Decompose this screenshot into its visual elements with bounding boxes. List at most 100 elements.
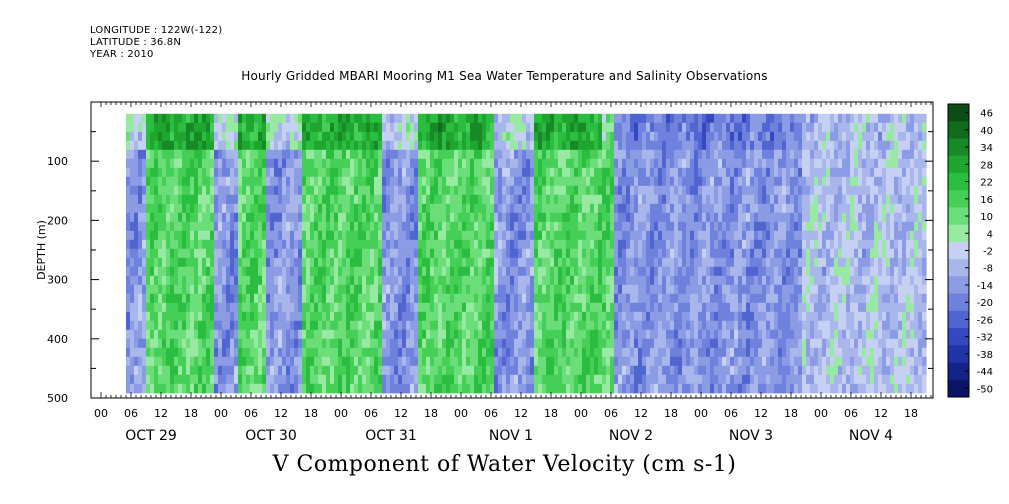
heatmap-cell <box>326 140 331 151</box>
heatmap-cell <box>686 293 691 304</box>
heatmap-cell <box>498 176 503 187</box>
heatmap-cell <box>438 221 443 232</box>
heatmap-cell <box>446 383 451 394</box>
heatmap-cell <box>750 203 755 214</box>
heatmap-cell <box>406 365 411 376</box>
heatmap-cell <box>654 212 659 223</box>
heatmap-cell <box>582 185 587 196</box>
heatmap-cell <box>614 203 619 214</box>
heatmap-cell <box>194 302 199 313</box>
heatmap-cell <box>738 194 743 205</box>
heatmap-cell <box>682 365 687 376</box>
heatmap-cell <box>350 320 355 331</box>
heatmap-cell <box>766 176 771 187</box>
heatmap-cell <box>702 266 707 277</box>
heatmap-cell <box>586 383 591 394</box>
heatmap-cell <box>362 383 367 394</box>
heatmap-cell <box>206 275 211 286</box>
heatmap-cell <box>226 248 231 259</box>
heatmap-cell <box>170 320 175 331</box>
heatmap-cell <box>318 149 323 160</box>
heatmap-cell <box>162 266 167 277</box>
heatmap-cell <box>726 167 731 178</box>
heatmap-cell <box>746 266 751 277</box>
heatmap-cell <box>334 284 339 295</box>
heatmap-cell <box>150 221 155 232</box>
heatmap-cell <box>722 311 727 322</box>
heatmap-cell <box>658 302 663 313</box>
heatmap-cell <box>526 230 531 241</box>
heatmap-cell <box>618 311 623 322</box>
heatmap-cell <box>266 356 271 367</box>
heatmap-cell <box>302 203 307 214</box>
heatmap-cell <box>442 257 447 268</box>
heatmap-cell <box>402 122 407 133</box>
heatmap-cell <box>430 203 435 214</box>
heatmap-cell <box>214 176 219 187</box>
heatmap-cell <box>550 275 555 286</box>
heatmap-cell <box>658 230 663 241</box>
heatmap-cell <box>574 311 579 322</box>
heatmap-cell <box>162 383 167 394</box>
heatmap-cell <box>626 230 631 241</box>
heatmap-cell <box>126 194 131 205</box>
heatmap-cell <box>246 320 251 331</box>
heatmap-cell <box>158 212 163 223</box>
heatmap-cell <box>438 185 443 196</box>
heatmap-cell <box>706 194 711 205</box>
heatmap-cell <box>754 293 759 304</box>
heatmap-cell <box>470 239 475 250</box>
heatmap-cell <box>646 176 651 187</box>
heatmap-cell <box>370 203 375 214</box>
heatmap-cell <box>590 266 595 277</box>
heatmap-cell <box>290 284 295 295</box>
heatmap-cell <box>526 140 531 151</box>
heatmap-cell <box>238 167 243 178</box>
heatmap-cell <box>662 167 667 178</box>
heatmap-cell <box>570 257 575 268</box>
heatmap-cell <box>602 167 607 178</box>
heatmap-cell <box>210 320 215 331</box>
heatmap-cell <box>486 293 491 304</box>
heatmap-cell <box>174 302 179 313</box>
heatmap-cell <box>390 131 395 142</box>
heatmap-cell <box>338 266 343 277</box>
heatmap-cell <box>470 194 475 205</box>
heatmap-cell <box>142 275 147 286</box>
heatmap-cell <box>342 275 347 286</box>
heatmap-cell <box>758 194 763 205</box>
heatmap-cell <box>322 284 327 295</box>
heatmap-cell <box>574 185 579 196</box>
heatmap-cell <box>338 365 343 376</box>
heatmap-cell <box>394 293 399 304</box>
heatmap-cell <box>198 176 203 187</box>
heatmap-cell <box>718 122 723 133</box>
heatmap-cell <box>254 140 259 151</box>
heatmap-cell <box>554 248 559 259</box>
heatmap-cell <box>170 311 175 322</box>
heatmap-cell <box>474 203 479 214</box>
heatmap-cell <box>590 113 595 124</box>
heatmap-cell <box>242 176 247 187</box>
heatmap-cell <box>382 383 387 394</box>
heatmap-cell <box>634 329 639 340</box>
heatmap-cell <box>466 149 471 160</box>
heatmap-cell <box>450 185 455 196</box>
heatmap-cell <box>286 131 291 142</box>
heatmap-cell <box>326 347 331 358</box>
heatmap-cell <box>522 329 527 340</box>
heatmap-cell <box>634 293 639 304</box>
heatmap-cell <box>574 113 579 124</box>
heatmap-cell <box>726 185 731 196</box>
heatmap-cell <box>314 284 319 295</box>
heatmap-cell <box>630 356 635 367</box>
heatmap-cell <box>490 365 495 376</box>
heatmap-cell <box>242 374 247 385</box>
heatmap-cell <box>306 203 311 214</box>
heatmap-cell <box>634 266 639 277</box>
heatmap-cell <box>458 329 463 340</box>
heatmap-cell <box>618 203 623 214</box>
heatmap-cell <box>410 275 415 286</box>
heatmap-cell <box>414 275 419 286</box>
heatmap-cell <box>234 284 239 295</box>
